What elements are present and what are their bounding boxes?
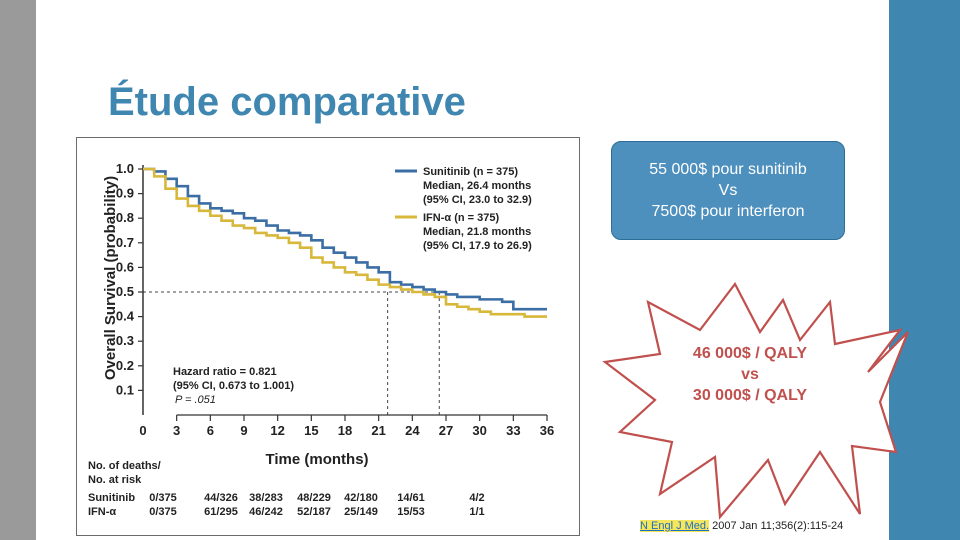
ifn-survival-curve: [143, 167, 547, 318]
x-tick-label: 27: [439, 423, 453, 438]
hazard-ci-text: (95% CI, 0.673 to 1.001): [173, 380, 294, 392]
y-tick-label: 0.9: [116, 186, 134, 201]
qaly-line-interferon: 30 000$ / QALY: [692, 387, 808, 404]
risk-cell: 48/229: [297, 492, 331, 504]
cost-comparison-box: 55 000$ pour sunitinib Vs 7500$ pour int…: [611, 141, 845, 240]
legend-text: Median, 26.4 months: [423, 180, 531, 192]
risk-table-header-1: No. of deaths/: [88, 460, 161, 472]
risk-cell: 15/53: [397, 506, 425, 518]
y-tick-label: 0.6: [116, 259, 134, 274]
x-tick-label: 36: [540, 423, 554, 438]
risk-cell: 0/375: [149, 506, 177, 518]
risk-cell: 61/295: [204, 506, 238, 518]
citation-source-link[interactable]: N Engl J Med.: [640, 520, 710, 532]
y-tick-label: 0.7: [116, 235, 134, 250]
p-value-text: P = .051: [175, 394, 216, 406]
risk-cell: 1/1: [469, 506, 484, 518]
left-accent-bar: [0, 0, 36, 540]
risk-cell: 4/2: [469, 492, 484, 504]
qaly-burst-shape: [602, 282, 910, 520]
x-tick-label: 21: [371, 423, 385, 438]
x-tick-label: 15: [304, 423, 318, 438]
risk-cell: 38/283: [249, 492, 283, 504]
y-tick-label: 0.4: [116, 309, 135, 324]
right-accent-bar: [889, 0, 960, 540]
x-axis-label: Time (months): [265, 451, 368, 468]
x-tick-label: 6: [207, 423, 214, 438]
risk-cell: 14/61: [397, 492, 425, 504]
y-axis-label: Overall Survival (probability): [102, 176, 119, 380]
cost-line-vs: Vs: [718, 182, 738, 199]
cost-line-interferon: 7500$ pour interferon: [651, 203, 805, 220]
legend-text: Median, 21.8 months: [423, 226, 531, 238]
y-tick-label: 0.5: [116, 284, 134, 299]
risk-row-label: IFN-α: [88, 506, 116, 518]
survival-chart-svg: 0.10.20.30.40.50.60.70.80.91.00 3 6 9 12 15 18…: [88, 161, 554, 518]
risk-cell: 52/187: [297, 506, 331, 518]
qaly-line-vs: vs: [741, 366, 759, 383]
y-tick-label: 0.1: [116, 382, 134, 397]
y-tick-label: 0.2: [116, 358, 134, 373]
risk-cell: 0/375: [149, 492, 177, 504]
qaly-line-sunitinib: 46 000$ / QALY: [692, 345, 808, 362]
y-tick-label: 0.8: [116, 210, 134, 225]
cost-line-sunitinib: 55 000$ pour sunitinib: [649, 161, 807, 178]
risk-cell: 44/326: [204, 492, 238, 504]
risk-table-header-2: No. at risk: [88, 474, 142, 486]
risk-cell: 42/180: [344, 492, 378, 504]
citation-details: 2007 Jan 11;356(2):115-24: [709, 520, 844, 532]
x-tick-label: 3: [173, 423, 180, 438]
x-tick-label: 0: [139, 423, 146, 438]
citation: N Engl J Med. 2007 Jan 11;356(2):115-24: [640, 520, 843, 532]
survival-chart: 0.1 0.2 0.3 0.4 0.5 0.6 0.7 0.8 0.9 1.0 0 3 6 9 12 15 18…: [76, 137, 580, 536]
x-tick-label: 18: [338, 423, 352, 438]
hazard-ratio-text: Hazard ratio = 0.821: [173, 366, 277, 378]
qaly-comparison-text: 46 000$ / QALY vs 30 000$ / QALY: [660, 343, 840, 406]
y-tick-label: 1.0: [116, 161, 134, 176]
x-tick-label: 12: [270, 423, 284, 438]
sunitinib-survival-curve: [143, 167, 547, 311]
x-tick-label: 9: [240, 423, 247, 438]
legend-text: Sunitinib (n = 375): [423, 166, 518, 178]
y-tick-label: 0.3: [116, 333, 134, 348]
legend-text: (95% CI, 23.0 to 32.9): [423, 194, 532, 206]
x-tick-label: 24: [405, 423, 420, 438]
legend-text: IFN-α (n = 375): [423, 212, 499, 224]
x-tick-label: 33: [506, 423, 520, 438]
legend-text: (95% CI, 17.9 to 26.9): [423, 240, 532, 252]
x-tick-label: 30: [472, 423, 486, 438]
risk-cell: 25/149: [344, 506, 378, 518]
risk-cell: 46/242: [249, 506, 283, 518]
risk-row-label: Sunitinib: [88, 492, 135, 504]
slide-title: Étude comparative: [108, 80, 466, 124]
